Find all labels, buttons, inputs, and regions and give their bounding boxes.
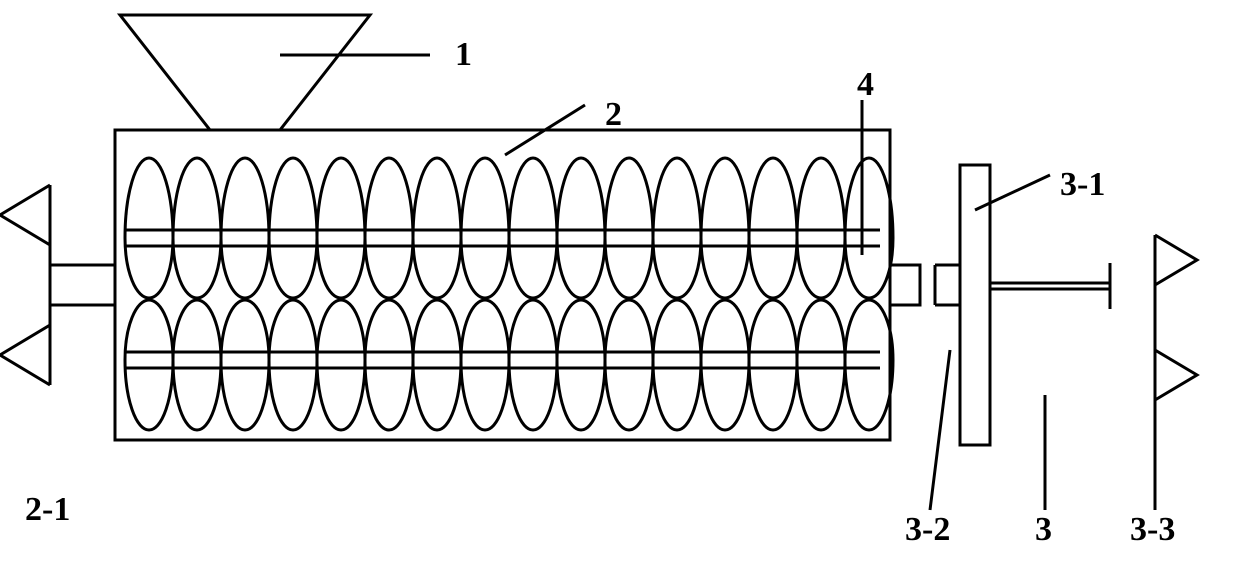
- screw-top-flight-top-10: [605, 158, 653, 238]
- screw-bot-flight-bot-8: [509, 360, 557, 430]
- diagram-svg: 1 2 2-1 4 3-1 3-2 3 3-3: [0, 0, 1240, 581]
- screw-top-flight-top-5: [365, 158, 413, 238]
- label-3-text: 3: [1035, 511, 1052, 548]
- screw-bot-flight-bot-13: [749, 360, 797, 430]
- screw-top-flight-top-0: [125, 158, 173, 238]
- screw-top-flight-top-12: [701, 158, 749, 238]
- screw-top-flight-top-13: [749, 158, 797, 238]
- outlet: [890, 265, 920, 305]
- screw-top-flight-top-3: [269, 158, 317, 238]
- screw-bot-flight-bot-7: [461, 360, 509, 430]
- label-1-text: 1: [455, 36, 472, 73]
- screw-bot-flight-bot-12: [701, 360, 749, 430]
- screw-top-flight-top-7: [461, 158, 509, 238]
- screw-bot-flight-bot-6: [413, 360, 461, 430]
- screw-bot-flight-bot-5: [365, 360, 413, 430]
- screw-top-flight-top-9: [557, 158, 605, 238]
- right-pulley-right: [1155, 235, 1197, 400]
- shaft-3: [990, 283, 1110, 289]
- label-2-text: 2: [605, 96, 622, 133]
- label-3-2-text: 3-2: [905, 511, 950, 548]
- screw-top-flight-top-6: [413, 158, 461, 238]
- label-3-1-text: 3-1: [1060, 166, 1105, 203]
- screw-top-flight-top-4: [317, 158, 365, 238]
- screw-bot-flight-bot-9: [557, 360, 605, 430]
- screw-bot-flight-bot-0: [125, 360, 173, 430]
- screw-top-flight-top-1: [173, 158, 221, 238]
- left-pulley-left: [0, 185, 50, 385]
- label-4-text: 4: [857, 66, 874, 103]
- screw-top-flight-top-15: [845, 158, 893, 238]
- label-2-1-text: 2-1: [25, 491, 70, 528]
- screw-top-flight-top-14: [797, 158, 845, 238]
- screw-top-flight-top-2: [221, 158, 269, 238]
- screw-bot-flight-bot-14: [797, 360, 845, 430]
- screw-bot-flight-bot-3: [269, 360, 317, 430]
- plate-3-1: [960, 165, 990, 445]
- hopper: [120, 15, 370, 130]
- label-3-1-leader: [975, 175, 1050, 210]
- screw-bot-flight-bot-4: [317, 360, 365, 430]
- label-3-2-leader: [930, 350, 950, 510]
- label-3-3-text: 3-3: [1130, 511, 1175, 548]
- screw-bot-flight-bot-10: [605, 360, 653, 430]
- screw-bot-flight-bot-15: [845, 360, 893, 430]
- screw-top-flight-top-11: [653, 158, 701, 238]
- screw-top-flight-top-8: [509, 158, 557, 238]
- screw-bot-flight-bot-2: [221, 360, 269, 430]
- screw-bot-flight-bot-1: [173, 360, 221, 430]
- left-shaft: [50, 265, 115, 305]
- screw-bot-flight-bot-11: [653, 360, 701, 430]
